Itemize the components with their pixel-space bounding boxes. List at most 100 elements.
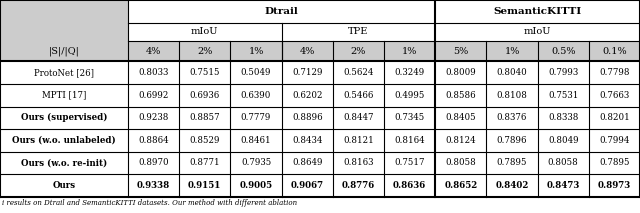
Text: 0.7935: 0.7935 xyxy=(241,158,271,167)
Text: 0.7798: 0.7798 xyxy=(599,68,630,77)
Text: 0.8338: 0.8338 xyxy=(548,113,579,122)
Text: ProtoNet [26]: ProtoNet [26] xyxy=(34,68,94,77)
Text: 4%: 4% xyxy=(300,47,315,56)
Text: 0.7895: 0.7895 xyxy=(599,158,630,167)
Bar xyxy=(333,41,384,61)
Bar xyxy=(435,174,486,197)
Bar xyxy=(282,23,435,41)
Bar xyxy=(538,152,589,174)
Text: 4%: 4% xyxy=(146,47,161,56)
Text: 5%: 5% xyxy=(453,47,468,56)
Text: 0.7515: 0.7515 xyxy=(189,68,220,77)
Text: 0.8857: 0.8857 xyxy=(189,113,220,122)
Bar xyxy=(589,41,640,61)
Bar xyxy=(589,152,640,174)
Text: Ours: Ours xyxy=(52,181,76,190)
Text: 0.6390: 0.6390 xyxy=(241,91,271,100)
Bar xyxy=(230,41,282,61)
Bar xyxy=(333,84,384,106)
Bar xyxy=(589,106,640,129)
Text: 0.8040: 0.8040 xyxy=(497,68,527,77)
Bar xyxy=(486,84,538,106)
Text: 0.8376: 0.8376 xyxy=(497,113,527,122)
Bar xyxy=(384,129,435,152)
Bar xyxy=(0,23,128,41)
Bar xyxy=(230,174,282,197)
Bar xyxy=(384,152,435,174)
Bar xyxy=(230,152,282,174)
Text: 0.8896: 0.8896 xyxy=(292,113,323,122)
Text: Ours (supervised): Ours (supervised) xyxy=(20,113,108,122)
Text: 0.8058: 0.8058 xyxy=(548,158,579,167)
Text: Dtrail: Dtrail xyxy=(265,7,298,16)
Bar xyxy=(384,106,435,129)
Bar xyxy=(333,106,384,129)
Bar xyxy=(282,61,333,84)
Text: 0.8771: 0.8771 xyxy=(189,158,220,167)
Bar xyxy=(179,84,230,106)
Text: 0.5%: 0.5% xyxy=(551,47,575,56)
Text: 0.8164: 0.8164 xyxy=(394,136,425,145)
Text: 0.8163: 0.8163 xyxy=(343,158,374,167)
Text: 0.7531: 0.7531 xyxy=(548,91,579,100)
Bar xyxy=(179,129,230,152)
Bar xyxy=(435,84,486,106)
Text: 0.8529: 0.8529 xyxy=(189,136,220,145)
Bar xyxy=(538,61,589,84)
Text: 0.1%: 0.1% xyxy=(602,47,627,56)
Bar xyxy=(282,41,333,61)
Text: 0.7896: 0.7896 xyxy=(497,136,527,145)
Bar xyxy=(179,61,230,84)
Text: 0.7129: 0.7129 xyxy=(292,68,323,77)
Bar xyxy=(538,41,589,61)
Text: 0.8586: 0.8586 xyxy=(445,91,476,100)
Text: 0.6936: 0.6936 xyxy=(189,91,220,100)
Text: 0.8124: 0.8124 xyxy=(445,136,476,145)
Bar xyxy=(486,174,538,197)
Bar xyxy=(538,106,589,129)
Bar xyxy=(0,41,128,61)
Bar xyxy=(179,174,230,197)
Bar xyxy=(230,84,282,106)
Text: 0.8652: 0.8652 xyxy=(444,181,477,190)
Bar xyxy=(384,61,435,84)
Bar xyxy=(128,152,179,174)
Bar xyxy=(128,84,179,106)
Text: 0.9151: 0.9151 xyxy=(188,181,221,190)
Bar xyxy=(384,174,435,197)
Text: Ours (w.o. unlabeled): Ours (w.o. unlabeled) xyxy=(12,136,116,145)
Text: 0.5624: 0.5624 xyxy=(343,68,374,77)
Text: 0.8473: 0.8473 xyxy=(547,181,580,190)
Text: 0.5466: 0.5466 xyxy=(343,91,374,100)
Text: 0.8049: 0.8049 xyxy=(548,136,579,145)
Bar xyxy=(486,129,538,152)
Text: 0.3249: 0.3249 xyxy=(394,68,425,77)
Text: 0.8033: 0.8033 xyxy=(138,68,169,77)
Bar xyxy=(128,174,179,197)
Text: 0.8405: 0.8405 xyxy=(445,113,476,122)
Bar xyxy=(230,61,282,84)
Bar xyxy=(486,61,538,84)
Bar xyxy=(282,152,333,174)
Text: 0.9067: 0.9067 xyxy=(291,181,324,190)
Bar xyxy=(333,61,384,84)
Text: 0.7895: 0.7895 xyxy=(497,158,527,167)
Bar xyxy=(486,106,538,129)
Bar xyxy=(128,61,179,84)
Bar xyxy=(179,152,230,174)
Text: mIoU: mIoU xyxy=(191,27,218,36)
Text: 2%: 2% xyxy=(197,47,212,56)
Text: 0.8201: 0.8201 xyxy=(599,113,630,122)
Text: 0.7663: 0.7663 xyxy=(599,91,630,100)
Bar xyxy=(333,152,384,174)
Text: Ours (w.o. re-init): Ours (w.o. re-init) xyxy=(21,158,107,167)
Text: 0.5049: 0.5049 xyxy=(241,68,271,77)
Bar xyxy=(435,129,486,152)
Bar xyxy=(384,41,435,61)
Text: mIoU: mIoU xyxy=(524,27,551,36)
Bar xyxy=(230,129,282,152)
Text: 1%: 1% xyxy=(504,47,520,56)
Bar xyxy=(128,23,282,41)
Bar xyxy=(435,61,486,84)
Text: 0.8973: 0.8973 xyxy=(598,181,631,190)
